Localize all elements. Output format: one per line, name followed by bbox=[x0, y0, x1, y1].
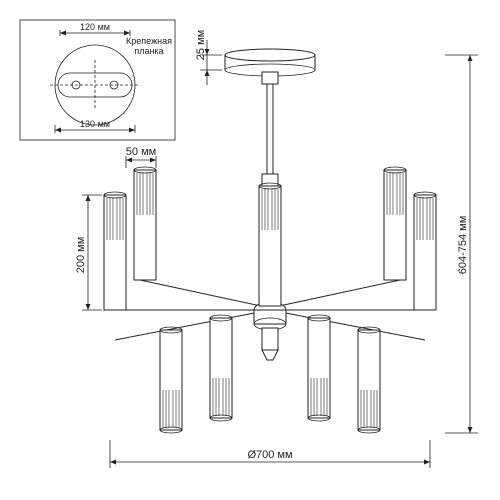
label-overall-diameter: Ø700 мм bbox=[247, 449, 292, 461]
label-base-diameter: 130 мм bbox=[80, 119, 110, 129]
label-canopy-height: 25 мм bbox=[195, 30, 207, 60]
label-bracket-text-1: Крепежная bbox=[126, 36, 172, 46]
inset-mounting-plate: 120 мм Крепежная планка 130 мм bbox=[20, 20, 175, 140]
label-tube-height: 200 мм bbox=[75, 237, 87, 274]
chandelier-elevation: 25 мм bbox=[75, 30, 478, 468]
label-total-height: 604-754 мм bbox=[457, 216, 469, 275]
chandelier-tubes bbox=[104, 167, 436, 310]
label-arm-offset: 50 мм bbox=[126, 146, 156, 158]
chandelier-technical-diagram: 120 мм Крепежная планка 130 мм bbox=[0, 0, 500, 500]
label-bracket-width: 120 мм bbox=[80, 22, 110, 32]
label-bracket-text-2: планка bbox=[134, 46, 163, 56]
